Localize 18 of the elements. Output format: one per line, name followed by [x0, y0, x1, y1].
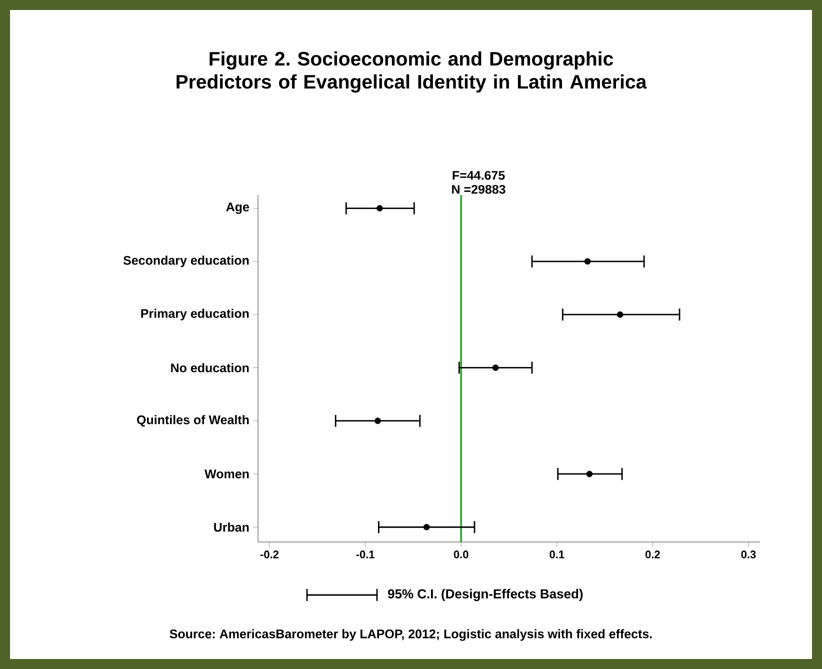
x-tick-label: -0.2: [260, 550, 279, 558]
text: F=44.675: [452, 170, 505, 180]
text: N =29883: [452, 184, 506, 194]
x-tick-label: 0.3: [741, 550, 756, 558]
x-tick-label: 0.1: [550, 550, 564, 558]
chart-title: Figure 2. Socioeconomic and Demographic Predictors of Evangelical Identity in Latin America: [176, 51, 647, 93]
y-tick-label: Age: [226, 202, 250, 214]
legend-label: 95% C.I. (Design-Effects Based): [388, 588, 583, 602]
y-tick-label: No education: [171, 363, 249, 372]
x-tick-label: 0.0: [454, 550, 468, 558]
y-tick-label: Urban: [214, 522, 249, 532]
x-tick-label: -0.1: [356, 550, 374, 558]
y-tick-label: Women: [204, 470, 249, 478]
y-tick-label: Secondary education: [123, 256, 249, 268]
y-tick-label: Primary education: [141, 308, 249, 320]
source-note: Source: AmericasBarometer by LAPOP, 2012; Logistic analysis with fixed effects.: [170, 629, 652, 641]
x-tick-label: 0.2: [645, 550, 660, 558]
y-tick-label: Quintiles of Wealth: [137, 415, 249, 427]
